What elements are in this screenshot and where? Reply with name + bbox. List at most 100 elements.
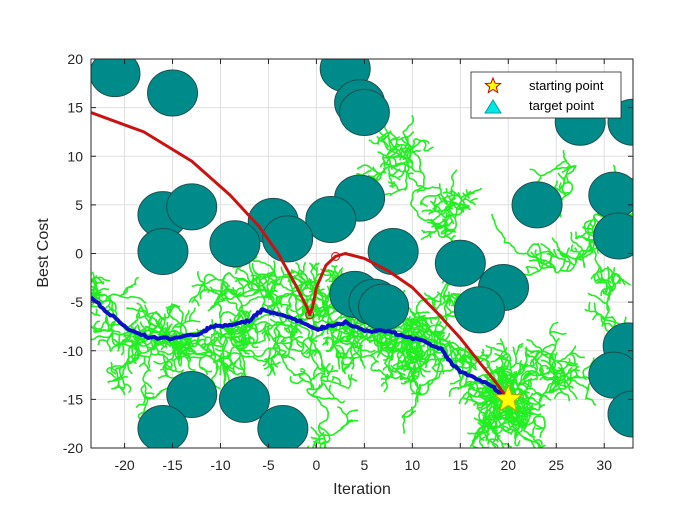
tree-branch [533,357,544,373]
tree-branch [603,266,612,322]
tree-branch [459,202,471,211]
tree-branch [196,343,205,350]
tree-branch [524,346,528,366]
tree-branch [360,349,376,353]
tree-branch [353,346,363,350]
tree-branch [144,304,149,316]
y-axis-label: Best Cost [35,218,52,288]
tree-branch [559,252,571,272]
tree-branch [468,387,485,396]
tree-branch [382,365,389,371]
tree-branch [154,346,161,355]
tree-branch [118,353,150,370]
tree-branch [124,383,132,394]
tree-branch [455,348,461,358]
tree-branch [558,182,562,189]
tree-branch [385,130,398,158]
tree-branch [248,262,255,284]
obstacle [218,375,270,423]
tree-branch [146,312,166,321]
tree-branch [549,321,559,343]
tree-branch [528,259,544,265]
tree-branch [168,340,182,348]
tree-branch [556,159,567,167]
tree-branch [502,418,513,425]
tree-branch [336,351,348,355]
tree-branch [569,353,577,365]
tree-branch [553,372,565,375]
tree-branch [115,342,138,370]
tree-branch [349,355,361,360]
tree-branch [279,296,283,308]
tree-branch [507,398,545,427]
tree-branch [479,433,491,441]
x-tick-label: 30 [596,457,612,473]
tree-branch [98,320,108,331]
obstacle [588,171,633,219]
tree-branch [469,197,478,203]
tree-branch [137,329,184,354]
tree-branch [329,337,345,351]
tree-branch [226,295,239,300]
y-tick-label: 5 [75,197,83,213]
tree-branch [163,365,185,373]
tree-branch [390,166,408,173]
tree-branch [441,207,453,216]
tree-branch [453,345,467,365]
tree-branch [402,355,419,363]
tree-branch [530,365,541,376]
tree-branch [105,307,113,332]
tree-branch [526,338,531,342]
tree-branch [534,249,538,256]
legend-label-starting-point: starting point [529,78,604,93]
tree-branch [237,278,245,298]
tree-branch [538,395,544,411]
tree-branch [510,346,517,369]
tree-branch [322,267,339,281]
tree-branch [188,307,196,322]
tree-branch [578,234,593,243]
tree-branch [537,242,557,274]
red-path-marker [331,251,341,261]
tree-branch [421,206,449,213]
tree-branch [322,310,327,317]
tree-branch [266,274,274,292]
tree-branch [311,349,324,373]
tree-branch [337,356,353,359]
tree-branch [117,383,126,396]
tree-branch [516,439,521,447]
tree-branch [433,314,440,332]
tree-branch [414,348,435,364]
tree-branch [515,362,529,367]
tree-branch [350,377,358,382]
obstacle [588,351,633,399]
tree-branch [391,347,400,353]
tree-branch [405,310,416,331]
tree-branch [397,364,412,371]
tree-branch [384,362,394,378]
tree-branch [259,273,264,276]
tree-branch [107,375,122,384]
paths [91,111,510,401]
y-tick-label: -20 [63,440,83,456]
tree-branch [300,368,305,371]
red-path [91,111,510,401]
tree-branch [526,266,530,274]
tree-branch [514,344,520,356]
tree-branch [496,342,504,346]
tree-branch [322,420,354,437]
tree-branch [135,306,143,321]
tree-branch [430,218,446,227]
tree-branch [549,330,567,335]
tree-branch [263,277,281,297]
tree-branch [188,342,192,352]
tree-branch [368,139,379,145]
tree-branch [490,353,508,363]
tree-branch [599,265,603,280]
tree-branch [582,256,586,266]
tree-branch [235,335,243,346]
tree-branch [557,172,565,181]
tree-branch [321,375,328,379]
tree-branch [530,425,536,437]
obstacle [166,183,218,231]
